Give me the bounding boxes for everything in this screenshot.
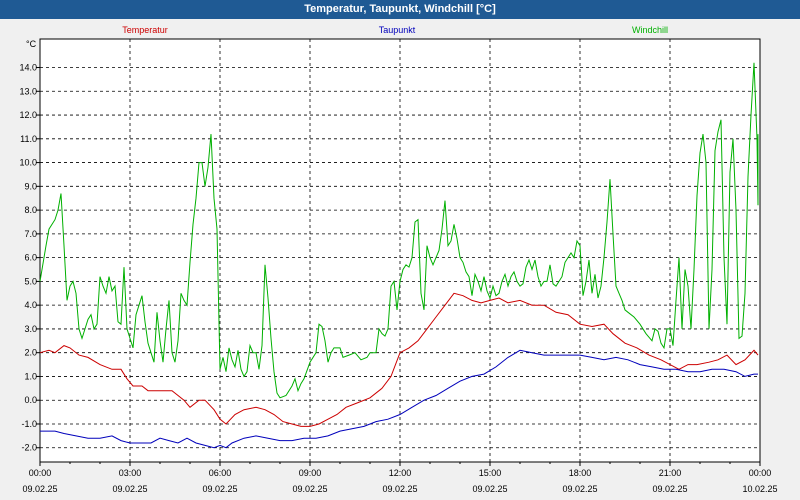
window-title-bar: Temperatur, Taupunkt, Windchill [°C] bbox=[0, 0, 800, 19]
x-tick-date-label: 09.02.25 bbox=[652, 484, 687, 494]
x-axis: 00:00 09.02.25 03:00 09.02.25 06:00 09.02.25 0… bbox=[22, 462, 778, 494]
y-tick-label: 4.0 bbox=[24, 300, 37, 310]
y-tick-label: 2.0 bbox=[24, 348, 37, 358]
y-axis: -2.0 -1.0 0.0 1.0 2.0 3.0 4.0 5.0 6.0 7.0 8.0 9.0 10… bbox=[19, 63, 40, 453]
line-chart: -2.0 -1.0 0.0 1.0 2.0 3.0 4.0 5.0 6.0 7.0 8.0 9.0 10… bbox=[0, 19, 800, 500]
x-tick-time-label: 06:00 bbox=[209, 468, 232, 478]
x-tick-time-label: 21:00 bbox=[659, 468, 682, 478]
x-tick-time-label: 15:00 bbox=[479, 468, 502, 478]
y-tick-label: 13.0 bbox=[19, 86, 37, 96]
y-tick-label: 0.0 bbox=[24, 395, 37, 405]
x-tick-date-label: 09.02.25 bbox=[382, 484, 417, 494]
x-tick-time-label: 18:00 bbox=[569, 468, 592, 478]
y-tick-label: 11.0 bbox=[20, 134, 37, 144]
y-unit-label: °C bbox=[26, 39, 37, 49]
x-tick-date-label: 10.02.25 bbox=[742, 484, 777, 494]
y-tick-label: 8.0 bbox=[24, 205, 37, 215]
y-tick-label: -1.0 bbox=[21, 419, 37, 429]
series-line-temperatur bbox=[39, 292, 759, 427]
y-tick-label: 12.0 bbox=[19, 110, 37, 120]
y-tick-label: 5.0 bbox=[24, 276, 37, 286]
y-tick-label: 14.0 bbox=[19, 63, 37, 73]
x-tick-time-label: 12:00 bbox=[389, 468, 412, 478]
y-tick-label: 10.0 bbox=[19, 158, 37, 168]
x-tick-time-label: 00:00 bbox=[749, 468, 772, 478]
y-tick-label: 9.0 bbox=[24, 181, 37, 191]
series-line-taupunkt bbox=[40, 349, 758, 449]
legend-entry-temperatur: Temperatur bbox=[122, 25, 168, 35]
y-tick-label: 7.0 bbox=[24, 229, 37, 239]
x-tick-time-label: 03:00 bbox=[119, 468, 142, 478]
x-tick-date-label: 09.02.25 bbox=[112, 484, 147, 494]
series-lines bbox=[39, 62, 759, 449]
legend-entry-taupunkt: Taupunkt bbox=[379, 25, 416, 35]
y-tick-label: 1.0 bbox=[24, 371, 37, 381]
y-tick-label: -2.0 bbox=[21, 443, 37, 453]
legend-entry-windchill: Windchill bbox=[632, 25, 668, 35]
y-tick-label: 6.0 bbox=[24, 253, 37, 263]
x-tick-time-label: 00:00 bbox=[29, 468, 52, 478]
grid-lines bbox=[39, 39, 761, 462]
x-tick-date-label: 09.02.25 bbox=[472, 484, 507, 494]
y-tick-label: 3.0 bbox=[24, 324, 37, 334]
x-tick-date-label: 09.02.25 bbox=[292, 484, 327, 494]
window-title: Temperatur, Taupunkt, Windchill [°C] bbox=[304, 3, 496, 15]
x-tick-date-label: 09.02.25 bbox=[562, 484, 597, 494]
x-tick-date-label: 09.02.25 bbox=[22, 484, 57, 494]
legend: Temperatur Taupunkt Windchill bbox=[122, 25, 668, 35]
x-tick-time-label: 09:00 bbox=[299, 468, 322, 478]
x-tick-date-label: 09.02.25 bbox=[202, 484, 237, 494]
series-line-windchill bbox=[39, 62, 759, 399]
